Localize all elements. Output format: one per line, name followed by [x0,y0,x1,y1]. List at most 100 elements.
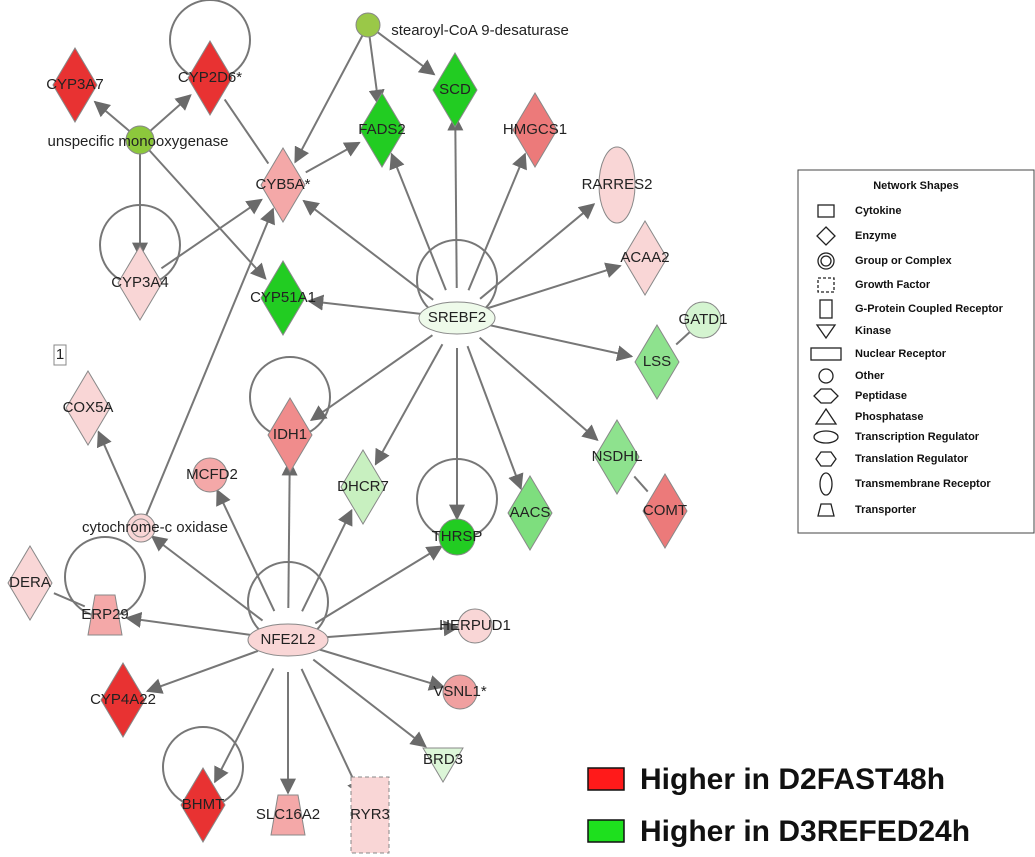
icon [817,277,835,293]
legend-item: Nuclear Receptor [855,348,947,360]
node-label: CYB5A* [255,176,310,193]
node-label: HERPUD1 [439,617,511,634]
edge [377,31,436,76]
icon [818,368,834,384]
legend-item: Other [855,370,885,382]
edge [301,508,353,612]
legend-item: Kinase [855,325,891,337]
legend-item: Peptidase [855,390,907,402]
node-label: COX5A [63,399,114,416]
edge [145,207,275,516]
count-box [53,344,67,366]
edge [309,334,434,421]
edge [675,331,691,346]
node [457,608,493,644]
icon [816,226,836,246]
node-label: SCD [439,81,471,98]
icon [815,324,837,340]
node-label: CYP2D6* [178,69,242,86]
node-label: IDH1 [273,426,307,443]
icon [819,472,833,496]
enzyme-node [359,92,405,168]
transcription-regulator-node [247,623,329,657]
transcription-regulator-node [418,301,496,335]
enzyme-node [622,220,668,296]
legend-item: Transcription Regulator [855,431,980,443]
transporter-node [87,594,123,636]
edge [447,114,464,289]
enzyme-node [267,397,313,473]
legend-box [797,169,1035,534]
legend-item: Phosphatase [855,411,923,423]
node-label: GATD1 [679,311,728,328]
node-label: RYR3 [350,806,390,823]
edge [281,459,298,609]
enzyme-node [52,47,98,123]
node [355,12,381,38]
node-label: DERA [9,574,51,591]
node [442,674,478,710]
legend-item: Transporter [855,504,917,516]
transmembrane-node [598,146,636,224]
edge [294,35,364,164]
edge [214,667,275,784]
edge [318,648,446,691]
node-label: MCFD2 [186,466,238,483]
edge [466,345,524,491]
icon [819,299,833,319]
icon [814,407,838,425]
icon [817,204,835,218]
enzyme-node [634,324,680,400]
edge [305,141,361,174]
edge [314,545,443,625]
edge [312,658,427,748]
node-label: unspecific monooxygenase [48,133,229,150]
edge [479,203,596,300]
color-legend-label: Higher in D2FAST48h [640,763,945,796]
node [684,301,722,339]
node-label: LSS [643,353,671,370]
enzyme-node [180,767,226,843]
enzyme-node [65,370,111,446]
node-label: CYP51A1 [250,289,316,306]
node-label: SLC16A2 [256,806,320,823]
edge [486,323,634,362]
icon [817,252,835,270]
node [192,457,228,493]
channel-node [350,776,390,854]
edge [389,152,447,291]
enzyme-node [432,52,478,128]
node [438,518,476,556]
node-label: AACS [510,504,551,521]
icon [820,255,832,267]
node-label: BRD3 [423,751,463,768]
edge [368,36,385,106]
legend-item: Group or Complex [855,255,952,267]
icon [815,451,837,467]
edge [467,152,527,291]
enzyme-node [117,245,163,321]
node-label: RARRES2 [582,176,653,193]
node-label: cytochrome-c oxidase [82,519,228,536]
edge [150,535,264,622]
icon [810,347,842,361]
edge [319,620,460,639]
node-label: CYP4A22 [90,691,156,708]
node-label: COMT [643,502,687,519]
legend-item: Growth Factor [855,279,931,291]
complex-inner [131,518,151,538]
node-label: 1 [56,346,64,363]
node [125,125,155,155]
edge [216,488,276,612]
edge [145,649,259,694]
edge [478,336,599,441]
node-label: DHCR7 [337,478,389,495]
legend-item: Translation Regulator [855,453,969,465]
edge [223,98,270,165]
node-label: THRSP [432,528,483,545]
edge [97,430,137,516]
edge [633,475,649,493]
node-label: VSNL1* [433,683,487,700]
node-label: FADS2 [358,121,406,138]
